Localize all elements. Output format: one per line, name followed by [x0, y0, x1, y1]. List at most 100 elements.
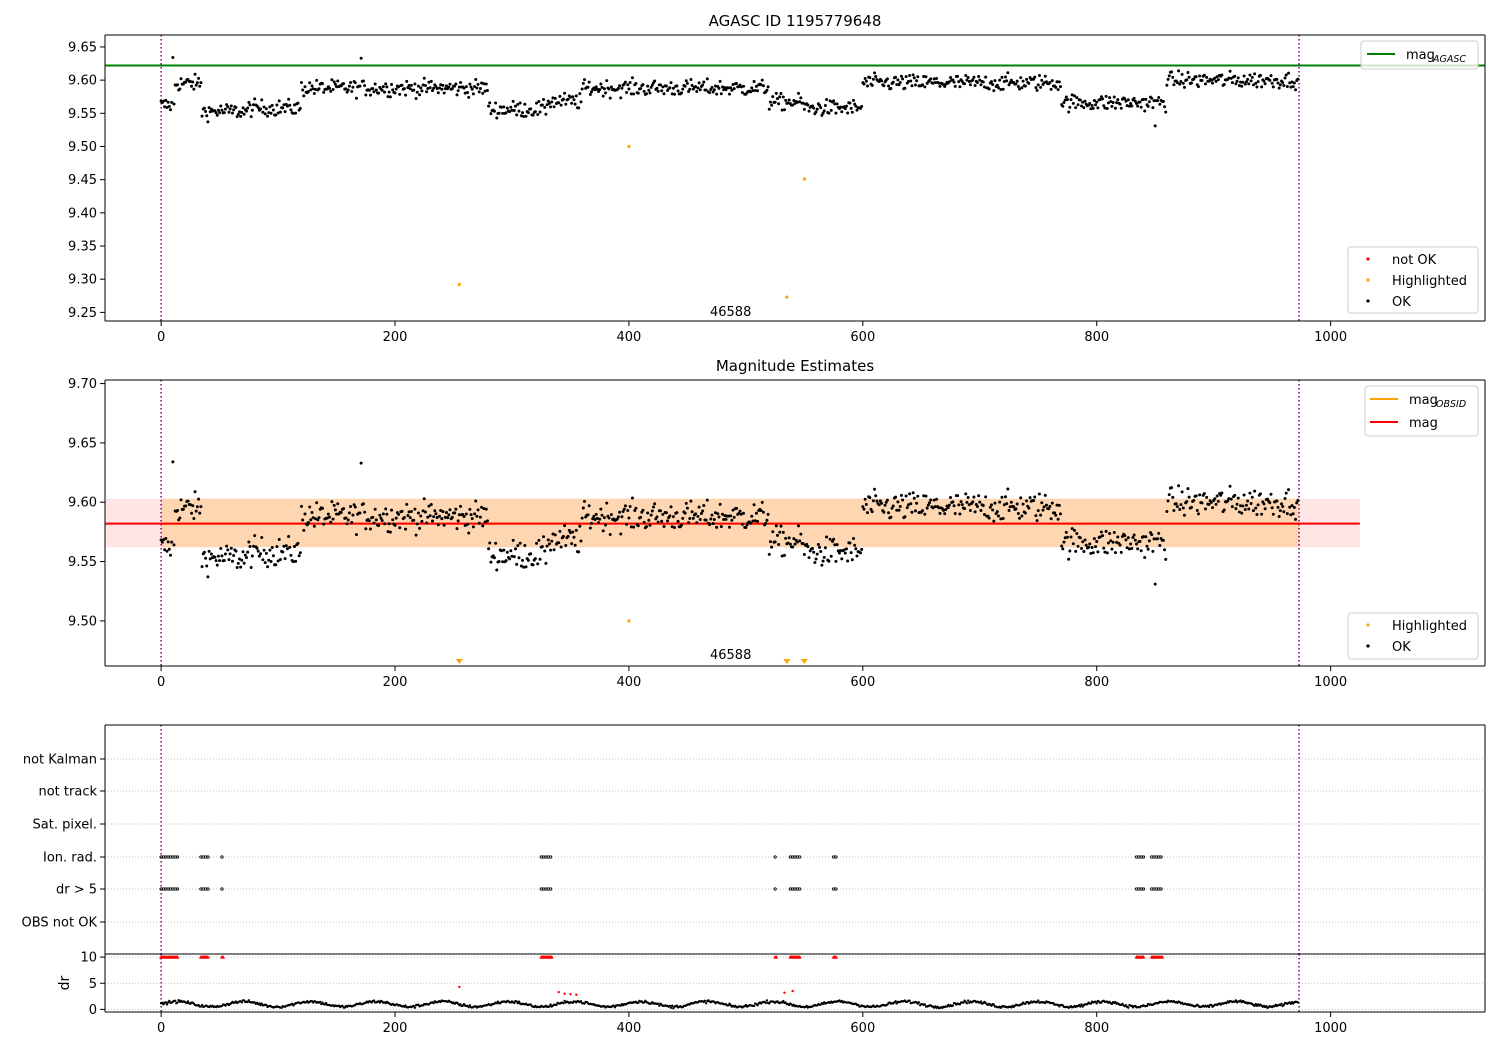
ok-point — [898, 80, 902, 84]
ok-point — [901, 498, 905, 502]
ok-point — [477, 521, 481, 525]
ok-point — [903, 86, 907, 90]
ok-point — [243, 553, 247, 557]
ok-point — [1277, 86, 1281, 90]
ok-point — [235, 566, 239, 570]
ok-point — [1037, 492, 1041, 496]
series-highlighted — [458, 985, 794, 996]
ok-point — [722, 517, 726, 521]
ok-point — [967, 503, 971, 507]
ok-point — [704, 518, 708, 522]
ok-point — [825, 535, 829, 539]
ok-point — [1285, 512, 1289, 516]
ok-point — [1098, 535, 1102, 539]
ok-point — [731, 83, 735, 87]
ok-point — [346, 518, 350, 522]
ok-point — [835, 543, 839, 547]
ok-point — [322, 90, 326, 94]
ok-point — [267, 558, 271, 562]
ok-point — [883, 503, 887, 507]
ok-point — [740, 90, 744, 94]
ok-point — [839, 549, 843, 553]
ok-point — [1058, 85, 1062, 89]
ok-point — [975, 81, 979, 85]
ok-point — [202, 106, 206, 110]
ok-point — [1076, 103, 1080, 107]
legend-marker-0 — [1366, 623, 1370, 627]
highlighted-point — [569, 993, 572, 996]
ok-point — [245, 109, 249, 113]
x-tick-label-800: 800 — [1084, 1021, 1109, 1036]
ok-point — [806, 103, 810, 107]
ok-point — [529, 107, 533, 111]
ok-point — [993, 501, 997, 505]
ok-point — [481, 91, 485, 95]
ok-point — [246, 106, 250, 110]
ok-point — [298, 106, 302, 110]
ok-point — [927, 501, 931, 505]
flag-point — [220, 887, 224, 891]
ok-point — [367, 519, 371, 523]
ok-point — [568, 531, 572, 535]
legend-label-0: not OK — [1392, 253, 1437, 268]
ok-point — [752, 1004, 756, 1008]
ok-point — [439, 83, 443, 87]
ok-point — [728, 92, 732, 96]
ok-point — [557, 101, 561, 105]
ok-point — [580, 516, 584, 520]
ok-point — [186, 1000, 190, 1003]
ok-point — [1087, 545, 1091, 549]
flag-point — [773, 855, 777, 859]
ok-point — [1084, 543, 1088, 547]
ok-point — [819, 549, 823, 553]
ok-point — [487, 547, 491, 551]
ok-point — [949, 496, 953, 500]
ok-point — [975, 505, 979, 509]
ok-point — [1019, 76, 1023, 80]
ok-point — [468, 1004, 472, 1007]
ok-point — [281, 550, 285, 554]
ok-point — [642, 89, 646, 93]
ok-point — [1234, 999, 1238, 1002]
ok-point — [687, 90, 691, 94]
ok-point — [282, 103, 286, 107]
ok-point — [711, 521, 715, 525]
ok-point — [820, 113, 824, 117]
ok-point — [471, 92, 475, 96]
ok-point — [1239, 80, 1243, 84]
ok-point — [1207, 502, 1211, 506]
highlighted-point — [627, 144, 631, 149]
ok-point — [884, 500, 888, 504]
ok-point — [383, 90, 387, 94]
ok-point — [426, 87, 430, 91]
ok-point — [1034, 86, 1038, 90]
ok-point — [931, 81, 935, 85]
ok-point — [966, 999, 970, 1002]
ok-point — [281, 106, 285, 110]
ok-point — [957, 503, 961, 507]
ok-point — [573, 543, 577, 547]
ok-point — [429, 502, 433, 506]
ok-point — [993, 79, 997, 83]
ok-point — [816, 542, 820, 546]
ok-point — [570, 101, 574, 105]
legend-label-mag-obsid: mag — [1409, 393, 1438, 408]
ok-point — [781, 530, 785, 534]
ok-point — [163, 105, 167, 109]
ok-point — [1288, 81, 1292, 85]
ok-point — [230, 111, 234, 115]
ok-point — [669, 81, 673, 85]
ok-point — [670, 525, 674, 529]
ok-point — [552, 548, 556, 552]
ok-point — [195, 505, 199, 509]
not-ok-marker — [221, 955, 226, 959]
ok-point — [894, 495, 898, 499]
category-label: Sat. pixel. — [33, 818, 97, 833]
ok-point — [577, 550, 581, 554]
ok-point — [873, 487, 877, 491]
ok-point — [619, 96, 623, 100]
ok-point — [846, 111, 850, 115]
ok-point — [675, 84, 679, 88]
ok-point — [818, 545, 822, 549]
